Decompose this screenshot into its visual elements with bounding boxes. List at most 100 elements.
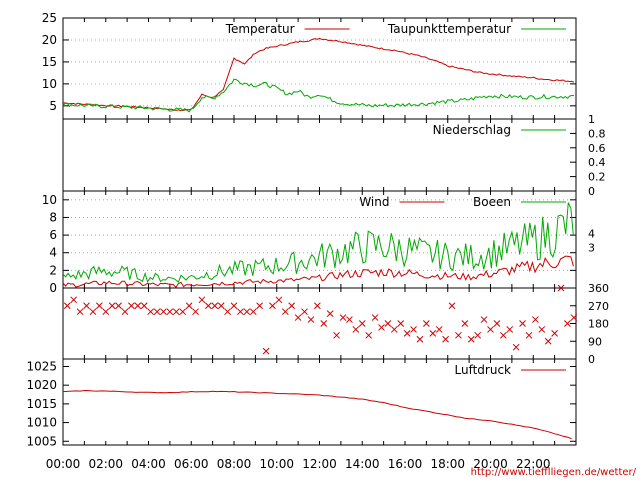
- direction-marker: [301, 308, 308, 316]
- direction-marker: [384, 320, 392, 327]
- legend-label: Boeen: [473, 195, 511, 209]
- direction-marker: [461, 320, 469, 327]
- direction-marker: [378, 324, 385, 331]
- direction-marker: [326, 310, 334, 317]
- direction-marker: [134, 302, 142, 310]
- direction-marker: [352, 326, 360, 333]
- direction-marker: [288, 302, 296, 310]
- x-tick-label: 06:00: [174, 457, 209, 471]
- y-tick-label: 0.8: [588, 127, 606, 140]
- y-tick-label: 0.2: [588, 171, 606, 184]
- direction-marker: [63, 302, 71, 310]
- y-tick-label: 0: [588, 353, 595, 366]
- y2-tick-label: 3: [588, 241, 595, 254]
- direction-marker: [275, 296, 283, 304]
- direction-marker: [525, 331, 533, 339]
- panel-precipitation: 00.2 0.40.6 0.81 Niederschlag: [62, 113, 606, 198]
- series-line-wind: [62, 255, 574, 289]
- y2-tick-label: 4: [588, 228, 595, 241]
- x-tick-label: 04:00: [131, 457, 166, 471]
- direction-marker: [294, 314, 302, 321]
- legend-label: Niederschlag: [433, 123, 511, 137]
- direction-marker: [506, 326, 514, 333]
- direction-marker: [256, 302, 264, 310]
- direction-marker: [333, 331, 340, 339]
- x-tick-label: 00:00: [46, 457, 81, 471]
- series-line-taupunkttemperatur: [62, 78, 574, 113]
- x-tick-label: 08:00: [217, 457, 252, 471]
- x-tick-label: 02:00: [88, 457, 123, 471]
- direction-marker: [371, 314, 379, 321]
- y-tick-label: 1025: [26, 359, 57, 373]
- direction-marker: [512, 343, 520, 351]
- direction-marker: [237, 308, 244, 316]
- direction-marker: [89, 308, 97, 316]
- direction-marker: [410, 326, 417, 333]
- direction-marker: [204, 302, 212, 310]
- direction-marker: [320, 320, 328, 327]
- y-tick-label: 270: [588, 300, 609, 313]
- series-line-luftdruck: [62, 389, 572, 440]
- y-tick-label: 5: [49, 99, 57, 113]
- direction-marker: [281, 308, 289, 316]
- direction-marker: [519, 320, 526, 327]
- y-tick-label: 2: [49, 263, 57, 277]
- direction-marker: [185, 302, 193, 310]
- direction-marker: [499, 331, 507, 339]
- direction-marker: [538, 326, 546, 333]
- x-tick-label: 16:00: [388, 457, 423, 471]
- direction-marker: [269, 302, 276, 310]
- direction-marker: [358, 320, 366, 327]
- y-tick-label: 25: [42, 11, 57, 25]
- direction-marker: [493, 320, 501, 327]
- direction-marker: [442, 335, 449, 343]
- x-tick-label: 22:00: [516, 457, 551, 471]
- direction-marker: [192, 308, 199, 316]
- direction-marker: [262, 347, 270, 355]
- x-tick-label: 12:00: [302, 457, 337, 471]
- source-url[interactable]: http://www.tiefflliegen.de/wetter/: [471, 467, 637, 478]
- y-tick-label: 8: [49, 210, 57, 224]
- y-tick-label: 4: [49, 246, 57, 260]
- y-tick-label: 90: [588, 335, 602, 348]
- direction-marker: [435, 326, 443, 333]
- y-tick-label: 360: [588, 282, 609, 295]
- direction-marker: [487, 326, 494, 333]
- direction-marker: [198, 296, 206, 304]
- x-tick-label: 10:00: [259, 457, 294, 471]
- direction-marker: [211, 302, 219, 310]
- direction-marker: [128, 302, 135, 310]
- direction-marker: [217, 302, 225, 310]
- series-line-temperatur: [63, 37, 575, 112]
- direction-marker: [346, 316, 353, 323]
- panel-temperature: 5 10 15 20 25 Taupunkttemperatur Temperatur: [42, 11, 577, 120]
- direction-marker: [160, 308, 167, 316]
- direction-marker: [243, 308, 251, 316]
- direction-marker: [147, 308, 154, 316]
- y-tick-label: 20: [42, 33, 57, 47]
- legend-label: Luftdruck: [454, 363, 511, 377]
- direction-marker: [557, 284, 565, 292]
- direction-marker: [230, 302, 238, 310]
- y-tick-label: 1005: [26, 434, 57, 448]
- direction-marker: [551, 330, 558, 337]
- direction-marker: [179, 308, 187, 316]
- panel-pressure: 1005 1010 1015 1020 1025 Luftdruck: [26, 358, 577, 448]
- direction-marker: [172, 308, 180, 316]
- y-tick-label: 1020: [26, 378, 57, 392]
- panel-frame: [62, 287, 577, 360]
- direction-marker: [448, 302, 456, 310]
- y-tick-label: 0.4: [588, 156, 606, 169]
- x-tick-label: 14:00: [345, 457, 380, 471]
- direction-marker: [121, 308, 129, 316]
- legend-label: Wind: [359, 195, 389, 209]
- y-tick-label: 10: [42, 193, 57, 207]
- series-line-boeen: [62, 202, 574, 284]
- direction-marker: [76, 308, 84, 316]
- direction-marker: [532, 316, 539, 323]
- direction-marker: [455, 331, 462, 339]
- direction-marker: [564, 320, 571, 327]
- y-tick-label: 1015: [26, 397, 57, 411]
- y-tick-label: 0.6: [588, 142, 606, 155]
